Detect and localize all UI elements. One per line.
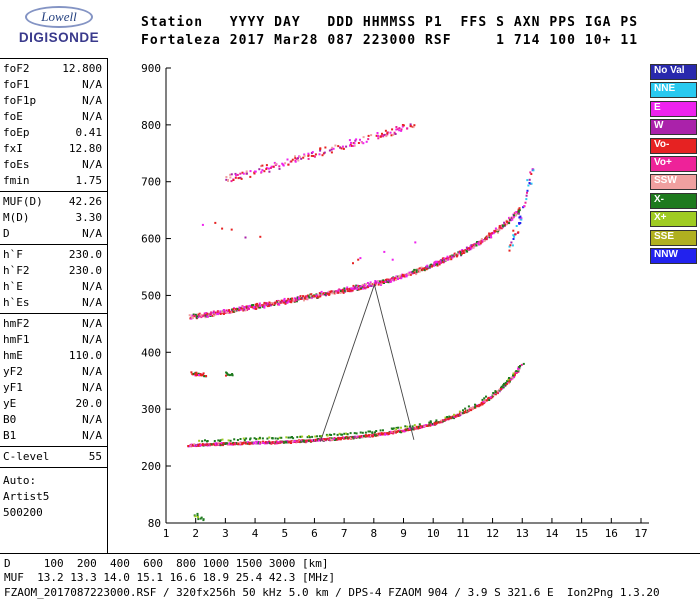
param-hmf2: hmF2 N/A [3,317,102,330]
param-foes: foEs N/A [3,158,102,171]
file-info-row: FZAOM_2017087223000.RSF / 320fx256h 50 k… [4,586,660,599]
parameter-panel: foF2 12.800 foF1 N/A foF1p N/A foE N/A foEp 0.41 f… [0,58,108,553]
y-tick-label: 80 [148,517,161,530]
digisonde-logo-text: DIGISONDE [18,30,100,45]
x-tick-label: 3 [222,527,229,540]
x-tick-label: 12 [486,527,499,540]
x-tick-label: 8 [371,527,378,540]
y-tick-label: 500 [141,289,161,302]
legend-item-vo+: Vo+ [650,155,697,172]
x-tick-label: 1 [163,527,170,540]
legend-item-no-val: No Val [650,64,697,80]
digisonde-logo: Lowell DIGISONDE [6,6,112,45]
legend-item-vo-: Vo- [650,137,697,154]
legend-item-nne: NNE [650,82,697,99]
legend-item-sse: SSE [650,229,697,246]
legend-item-nnw: NNW [650,247,697,264]
trace-f-trace-1hop-o [187,363,523,448]
station-header-labels: Station YYYY DAY DDD HHMMSS P1 FFS S AXN… [141,15,639,30]
param-fof1p: foF1p N/A [3,94,102,107]
lowell-logo-text: Lowell [41,9,77,24]
param-group-1: MUF(D) 42.26 M(D) 3.30 D N/A [0,192,107,245]
legend-item-x-: X- [650,192,697,209]
param-fxi: fxI 12.80 [3,142,102,155]
param-he: h`E N/A [3,280,102,293]
param-hf2: h`F2 230.0 [3,264,102,277]
x-tick-label: 16 [605,527,618,540]
trace-fof2-spread [508,168,535,252]
param-group-3: hmF2 N/A hmF1 N/A hmE 110.0 yF2 N/A yF1 N/A yE 20.0… [0,314,107,447]
y-tick-label: 300 [141,403,161,416]
param-fmin: fmin 1.75 [3,174,102,187]
y-tick-label: 400 [141,346,161,359]
direction-legend: No Val NNE E W Vo- Vo+ SSW X- X+ SSE NNW [650,64,697,266]
param-group-5: Auto: Artist5 500200 [0,468,107,523]
x-tick-label: 17 [634,527,647,540]
y-tick-label: 700 [141,176,161,189]
muf-triangle-line [319,283,415,442]
legend-item-e: E [650,100,697,117]
param-artist5: Artist5 [3,490,50,503]
param-hes: h`Es N/A [3,296,102,309]
y-tick-label: 800 [141,119,161,132]
trace-f-trace-3hop [225,123,416,183]
param-group-0: foF2 12.800 foF1 N/A foF1p N/A foE N/A foEp 0.41 f… [0,59,107,192]
param-foe: foE N/A [3,110,102,123]
trace-cluster-3mhz-360km [225,371,234,377]
legend-item-x+: X+ [650,211,697,228]
x-tick-label: 15 [575,527,588,540]
x-tick-label: 10 [427,527,440,540]
lowell-logo-oval: Lowell [25,6,93,28]
x-tick-label: 2 [192,527,199,540]
param-yf1: yF1 N/A [3,381,102,394]
param-mufd: MUF(D) 42.26 [3,195,102,208]
trace-cluster-2mhz-360km [190,371,208,378]
trace-scatter-high-mid [352,241,417,265]
param-500200: 500200 [3,506,43,519]
param-b0: B0 N/A [3,413,102,426]
x-tick-label: 13 [516,527,529,540]
param-yf2: yF2 N/A [3,365,102,378]
trace-scatter-high-left [201,221,262,239]
param-d: D N/A [3,227,102,240]
trace-e-region-echo [193,512,205,522]
x-tick-label: 14 [545,527,559,540]
param-hme: hmE 110.0 [3,349,102,362]
station-header-values: Fortaleza 2017 Mar28 087 223000 RSF 1 71… [141,33,639,48]
param-fof1: foF1 N/A [3,78,102,91]
param-b1: B1 N/A [3,429,102,442]
trace-f-trace-2hop [188,207,521,320]
y-tick-label: 200 [141,460,161,473]
footer-divider [0,553,700,554]
x-tick-label: 5 [281,527,288,540]
legend-item-ssw: SSW [650,174,697,191]
x-tick-label: 4 [252,527,259,540]
param-ye: yE 20.0 [3,397,102,410]
muf-row: MUF 13.2 13.3 14.0 15.1 16.6 18.9 25.4 4… [4,571,336,584]
x-tick-label: 9 [400,527,407,540]
trace-f-trace-1hop-x [198,362,525,443]
param-foep: foEp 0.41 [3,126,102,139]
y-tick-label: 600 [141,233,161,246]
x-tick-label: 7 [341,527,348,540]
param-hf: h`F 230.0 [3,248,102,261]
x-tick-label: 11 [456,527,469,540]
param-fof2: foF2 12.800 [3,62,102,75]
param-auto: Auto: [3,474,37,487]
param-md: M(D) 3.30 [3,211,102,224]
param-clevel: C-level 55 [3,450,102,463]
y-tick-label: 900 [141,62,161,75]
distance-row: D 100 200 400 600 800 1000 1500 3000 [km… [4,557,329,570]
x-tick-label: 6 [311,527,318,540]
param-group-2: h`F 230.0 h`F2 230.0 h`E N/A h`Es N/A [0,245,107,314]
param-group-4: C-level 55 [0,447,107,468]
legend-item-w: W [650,119,697,136]
param-hmf1: hmF1 N/A [3,333,102,346]
